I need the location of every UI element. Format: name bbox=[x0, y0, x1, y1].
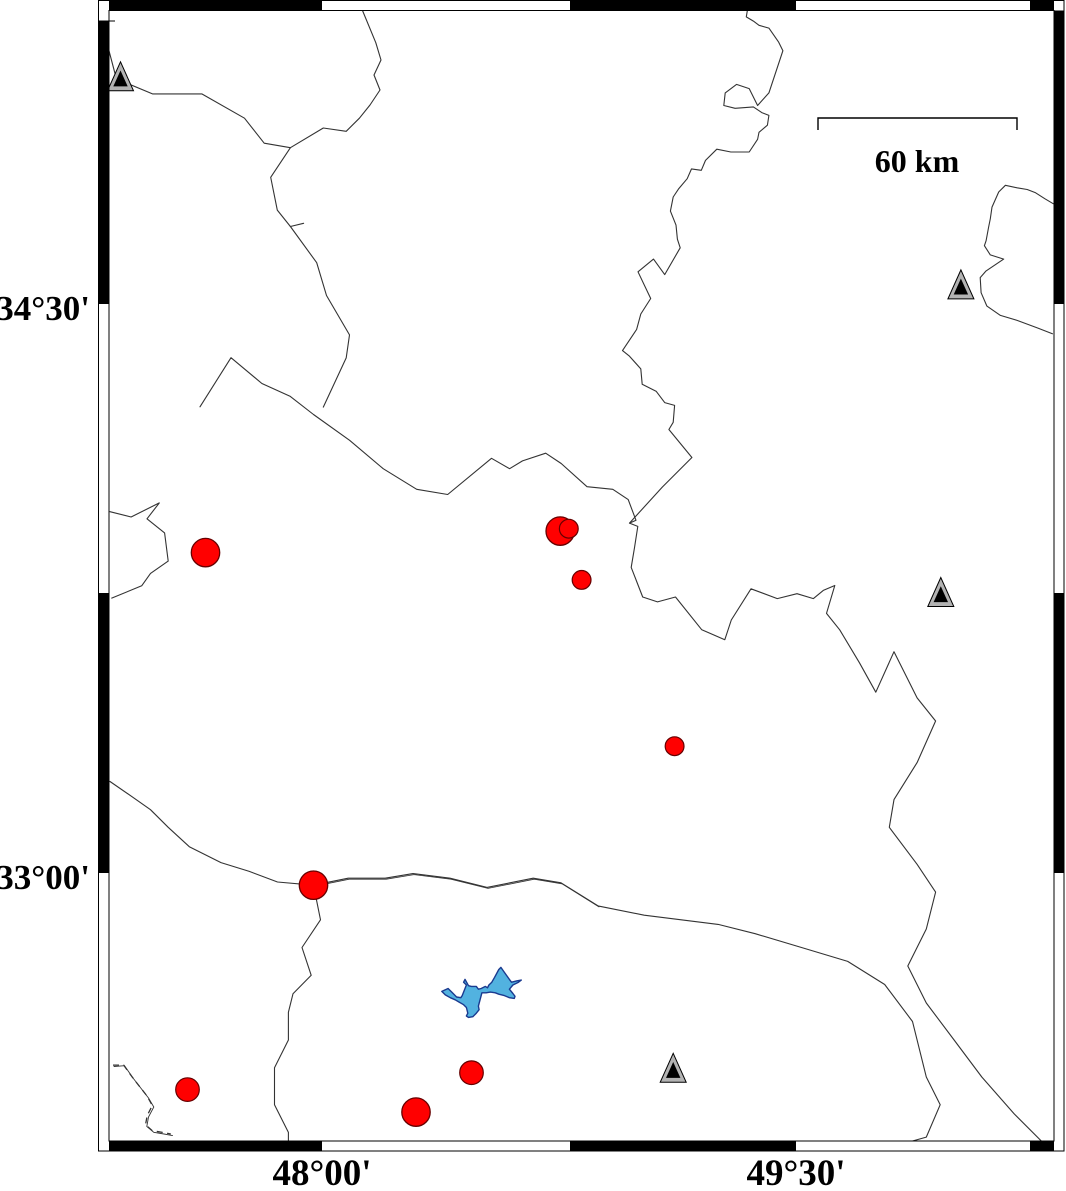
svg-text:48°00': 48°00' bbox=[272, 1153, 371, 1191]
svg-text:34°30': 34°30' bbox=[0, 289, 90, 328]
svg-text:60 km: 60 km bbox=[875, 143, 960, 179]
svg-text:33°00': 33°00' bbox=[0, 858, 90, 897]
svg-text:49°30': 49°30' bbox=[746, 1153, 845, 1191]
